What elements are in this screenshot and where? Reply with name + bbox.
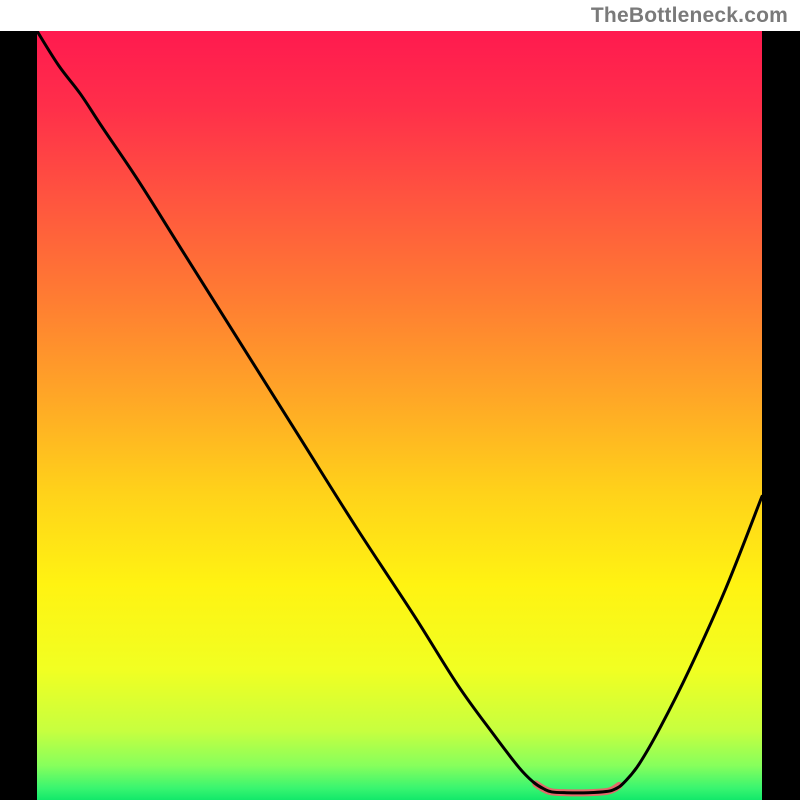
plot-frame [0, 31, 800, 800]
figure-wrapper: TheBottleneck.com [0, 0, 800, 800]
attribution-text: TheBottleneck.com [591, 4, 788, 28]
gradient-background [37, 31, 762, 800]
bottleneck-curve-chart [0, 31, 800, 800]
